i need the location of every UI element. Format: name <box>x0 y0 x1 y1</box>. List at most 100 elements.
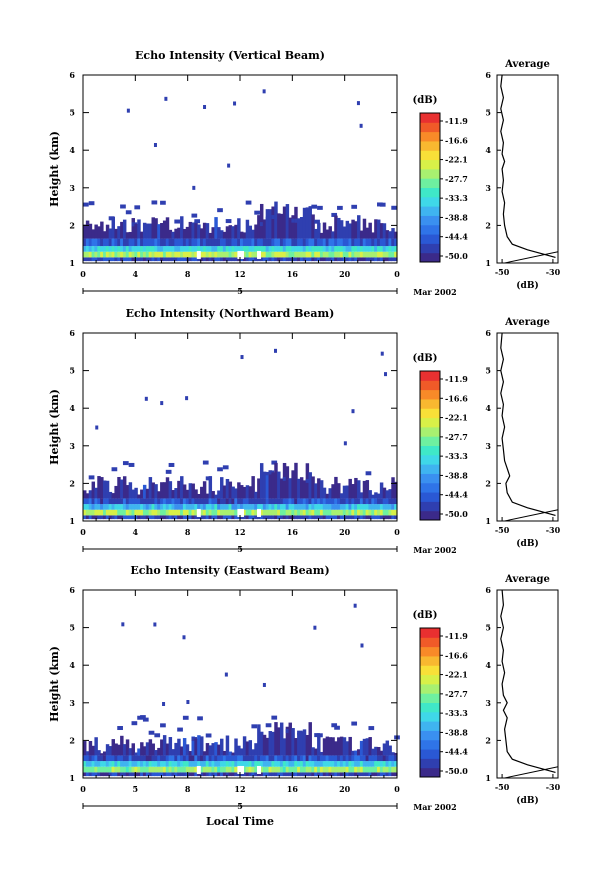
echo-cell <box>351 498 355 505</box>
echo-cell <box>211 743 215 756</box>
echo-cell <box>277 727 281 756</box>
echo-cell <box>279 478 284 499</box>
echo-cell <box>325 509 330 516</box>
echo-cell <box>305 766 310 773</box>
echo-cell <box>391 766 395 773</box>
echo-cell <box>259 251 264 258</box>
echo-cell <box>297 515 301 520</box>
echo-cell <box>157 509 161 516</box>
echo-cell <box>342 498 347 505</box>
echo-cell <box>160 723 166 728</box>
echo-cell <box>288 217 292 239</box>
echo-cell <box>271 761 275 767</box>
colorbar-tick-label: -16.6 <box>445 650 468 660</box>
day-label: 5 <box>237 801 243 811</box>
echo-cell <box>145 223 150 239</box>
echo-cell <box>122 238 127 247</box>
echo-cell <box>299 477 304 499</box>
echo-cell <box>254 251 258 258</box>
echo-cell <box>83 766 87 773</box>
echo-cell <box>348 478 352 499</box>
echo-cell <box>168 509 173 516</box>
echo-cell <box>305 207 310 239</box>
echo-cell <box>125 251 130 258</box>
echo-cell <box>111 772 115 777</box>
profile-title: Average <box>504 317 550 328</box>
echo-cell <box>242 238 247 247</box>
echo-cell <box>234 738 238 756</box>
echo-cell <box>348 246 352 252</box>
echo-cell <box>362 504 367 510</box>
echo-cell <box>394 755 398 762</box>
y-tick-label: 1 <box>69 516 75 526</box>
echo-cell <box>254 743 258 756</box>
echo-cell <box>331 484 335 499</box>
echo-cell <box>339 251 344 258</box>
echo-cell <box>162 735 167 756</box>
echo-cell <box>97 257 101 262</box>
echo-cell <box>334 772 338 777</box>
echo-cell <box>268 498 272 505</box>
colorbar-swatch <box>420 739 440 750</box>
echo-cell <box>240 246 244 252</box>
colorbar-swatch <box>420 168 440 179</box>
echo-cell <box>365 498 370 505</box>
echo-cell <box>271 755 275 762</box>
echo-cell <box>140 742 144 756</box>
echo-cell <box>94 246 98 252</box>
echo-cell <box>245 485 250 499</box>
echo-cell <box>202 504 207 510</box>
echo-cell <box>120 504 124 510</box>
echo-cell <box>297 761 301 767</box>
echo-cell <box>233 101 237 106</box>
echo-cell <box>174 504 178 510</box>
echo-cell <box>231 238 235 247</box>
echo-cell <box>384 372 388 377</box>
echo-cell <box>305 251 310 258</box>
echo-cell <box>231 257 235 262</box>
echo-cell <box>308 755 312 762</box>
echo-cell <box>185 489 190 499</box>
echo-cell <box>168 229 173 239</box>
echo-cell <box>228 257 233 262</box>
echo-cell <box>291 766 295 773</box>
echo-cell <box>237 257 241 262</box>
y-tick-label: 3 <box>69 441 75 451</box>
profile-y-tick-label: 2 <box>485 478 491 488</box>
echo-cell <box>171 515 175 520</box>
echo-cell <box>83 246 87 252</box>
echo-cell <box>311 515 315 520</box>
echo-cell <box>177 504 181 510</box>
echo-cell <box>391 761 395 767</box>
echo-cell <box>148 761 153 767</box>
echo-cell <box>151 200 158 205</box>
echo-cell <box>145 257 150 262</box>
echo-cell <box>191 766 195 773</box>
echo-cell <box>314 228 318 239</box>
echo-cell <box>100 257 104 262</box>
echo-cell <box>328 238 332 247</box>
echo-cell <box>205 515 210 520</box>
echo-cell <box>245 509 250 516</box>
echo-cell <box>394 515 398 520</box>
echo-cell <box>160 200 166 205</box>
echo-cell <box>391 205 397 210</box>
echo-cell <box>379 257 384 262</box>
echo-cell <box>297 251 301 258</box>
echo-cell <box>188 515 193 520</box>
echo-cell <box>317 509 321 516</box>
colorbar-swatch <box>420 730 440 741</box>
echo-cell <box>328 509 332 516</box>
echo-cell <box>214 494 218 499</box>
echo-cell <box>88 246 93 252</box>
echo-cell <box>97 509 101 516</box>
echo-cell <box>297 257 301 262</box>
echo-cell <box>97 515 101 520</box>
echo-cell <box>331 498 335 505</box>
echo-cell <box>180 761 184 767</box>
echo-cell <box>311 755 315 762</box>
echo-cell <box>157 224 161 239</box>
echo-cell <box>191 483 195 499</box>
echo-cell <box>105 515 110 520</box>
colorbar-swatch <box>420 628 440 638</box>
